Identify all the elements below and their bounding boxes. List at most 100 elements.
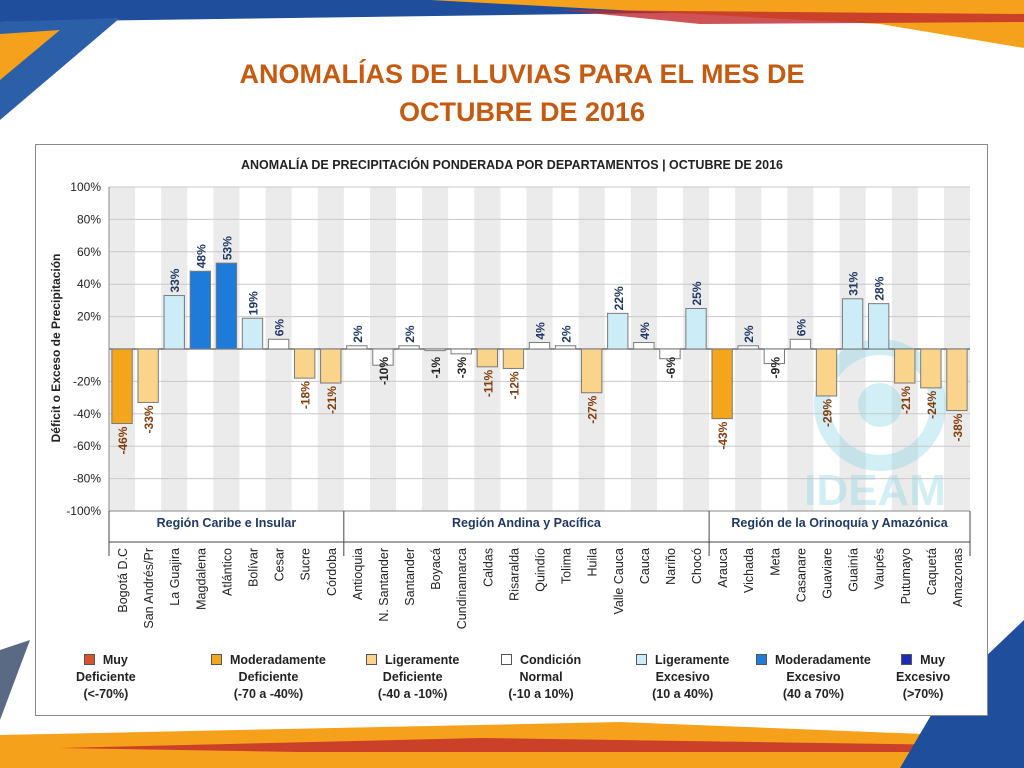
data-label: 25% <box>690 281 704 305</box>
legend-text-line: Excesivo <box>756 669 871 686</box>
data-label: -6% <box>664 357 678 379</box>
legend-label: Normal <box>519 670 563 684</box>
data-label: 19% <box>247 291 261 315</box>
legend-label: Excesivo <box>655 670 710 684</box>
data-label: -21% <box>899 386 913 414</box>
legend-text-line: Deficiente <box>76 669 136 686</box>
legend-item: Moderadamente Excesivo (40 a 70%) <box>756 652 871 703</box>
bar <box>111 348 133 425</box>
legend-item: Condición Normal (-10 a 10%) <box>501 652 581 703</box>
data-label: 4% <box>534 322 548 340</box>
region-label: Región Andina y Pacífica <box>452 516 602 530</box>
legend-label: Ligeramente <box>655 653 730 667</box>
legend-label: Moderadamente <box>230 653 326 667</box>
legend-label: (-40 a -10%) <box>377 687 448 701</box>
legend-label: Deficiente <box>382 670 443 684</box>
legend-text-line: Condición <box>501 652 581 669</box>
legend-text-line: Excesivo <box>896 669 950 686</box>
legend-label: Muy <box>102 653 128 667</box>
bar <box>528 342 551 350</box>
y-tick-label: -100% <box>66 504 101 518</box>
legend-text-line: Deficiente <box>366 669 459 686</box>
bar <box>424 348 446 352</box>
bar <box>894 348 916 384</box>
legend-text-line: Normal <box>501 669 581 686</box>
legend-label: (10 a 40%) <box>652 687 714 701</box>
bar <box>946 348 968 412</box>
bar <box>398 345 420 350</box>
category-label: Vichada <box>742 548 756 593</box>
category-label: Chocó <box>690 548 704 584</box>
bar <box>607 312 629 350</box>
data-label: -29% <box>821 399 835 427</box>
bar <box>372 348 394 366</box>
category-label: Casanare <box>794 548 808 602</box>
category-label: San Andrés/Pr <box>142 548 156 629</box>
slide-title-line-2: OCTUBRE DE 2016 <box>398 97 646 127</box>
region-label: Región de la Orinoquía y Amazónica <box>731 516 948 530</box>
legend-label: Moderadamente <box>775 653 871 667</box>
category-label: Bolívar <box>247 548 261 587</box>
legend-swatch <box>636 654 647 666</box>
y-tick-label: -40% <box>73 407 101 421</box>
bar <box>711 348 733 420</box>
bar <box>163 295 185 350</box>
category-label: Amazonas <box>951 548 965 607</box>
legend-item: Ligeramente Deficiente (-40 a -10%) <box>366 652 459 703</box>
category-label: Cundinamarca <box>455 548 469 629</box>
legend-text-line: (-40 a -10%) <box>366 686 459 703</box>
category-label: Risaralda <box>507 548 521 601</box>
legend-label: Ligeramente <box>385 653 460 667</box>
category-label: Arauca <box>716 548 730 588</box>
bar <box>633 342 655 350</box>
bar <box>685 308 707 350</box>
legend-text-line: Deficiente <box>211 669 326 686</box>
legend-text-line: Muy <box>76 652 136 669</box>
data-label: 28% <box>873 276 887 300</box>
legend-label: Excesivo <box>786 670 841 684</box>
category-label: Magdalena <box>194 548 208 610</box>
legend-swatch <box>83 654 95 666</box>
legend-label: Deficiente <box>238 670 299 684</box>
data-label: 6% <box>273 319 287 337</box>
bar <box>737 345 759 350</box>
bar <box>581 348 603 394</box>
category-label: Valle Cauca <box>612 548 626 615</box>
y-tick-label: 100% <box>70 180 101 194</box>
data-label: 6% <box>794 319 808 337</box>
region-label: Región Caribe e Insular <box>157 516 297 530</box>
category-label: Sucre <box>299 548 313 581</box>
y-tick-label: -80% <box>73 472 101 486</box>
bar <box>920 348 942 389</box>
chart-frame <box>35 144 988 716</box>
category-label: Santander <box>403 548 417 606</box>
legend-label: Condición <box>520 653 582 667</box>
legend-text-line: (>70%) <box>896 686 950 703</box>
legend-text-line: (<-70%) <box>76 686 136 703</box>
legend-swatch <box>756 654 767 666</box>
legend-label: Excesivo <box>896 670 951 684</box>
data-label: -11% <box>481 369 495 397</box>
y-tick-label: -60% <box>73 439 101 453</box>
bar <box>789 338 812 350</box>
bar <box>137 348 159 403</box>
bar <box>476 348 498 368</box>
category-label: Guaviare <box>821 548 835 599</box>
category-label: Boyacá <box>429 548 443 590</box>
y-axis-label: Déficit o Exceso de Precipitación <box>49 254 63 443</box>
y-tick-label: 60% <box>77 245 101 259</box>
data-label: 31% <box>847 271 861 295</box>
data-label: 2% <box>403 325 417 343</box>
category-label: Tolima <box>560 548 574 584</box>
legend-label: (-70 a -40%) <box>233 687 304 701</box>
bar <box>450 348 472 355</box>
legend-label: Deficiente <box>76 670 136 684</box>
category-label: Córdoba <box>325 548 339 596</box>
top-left-orange-wedge <box>0 30 60 80</box>
legend-swatch <box>901 654 913 666</box>
bar <box>841 298 864 350</box>
data-label: -1% <box>429 357 443 379</box>
data-label: -12% <box>507 371 521 399</box>
slide-title: ANOMALÍAS DE LLUVIAS PARA EL MES DE OCTU… <box>0 55 1024 131</box>
legend-swatch <box>366 654 377 666</box>
